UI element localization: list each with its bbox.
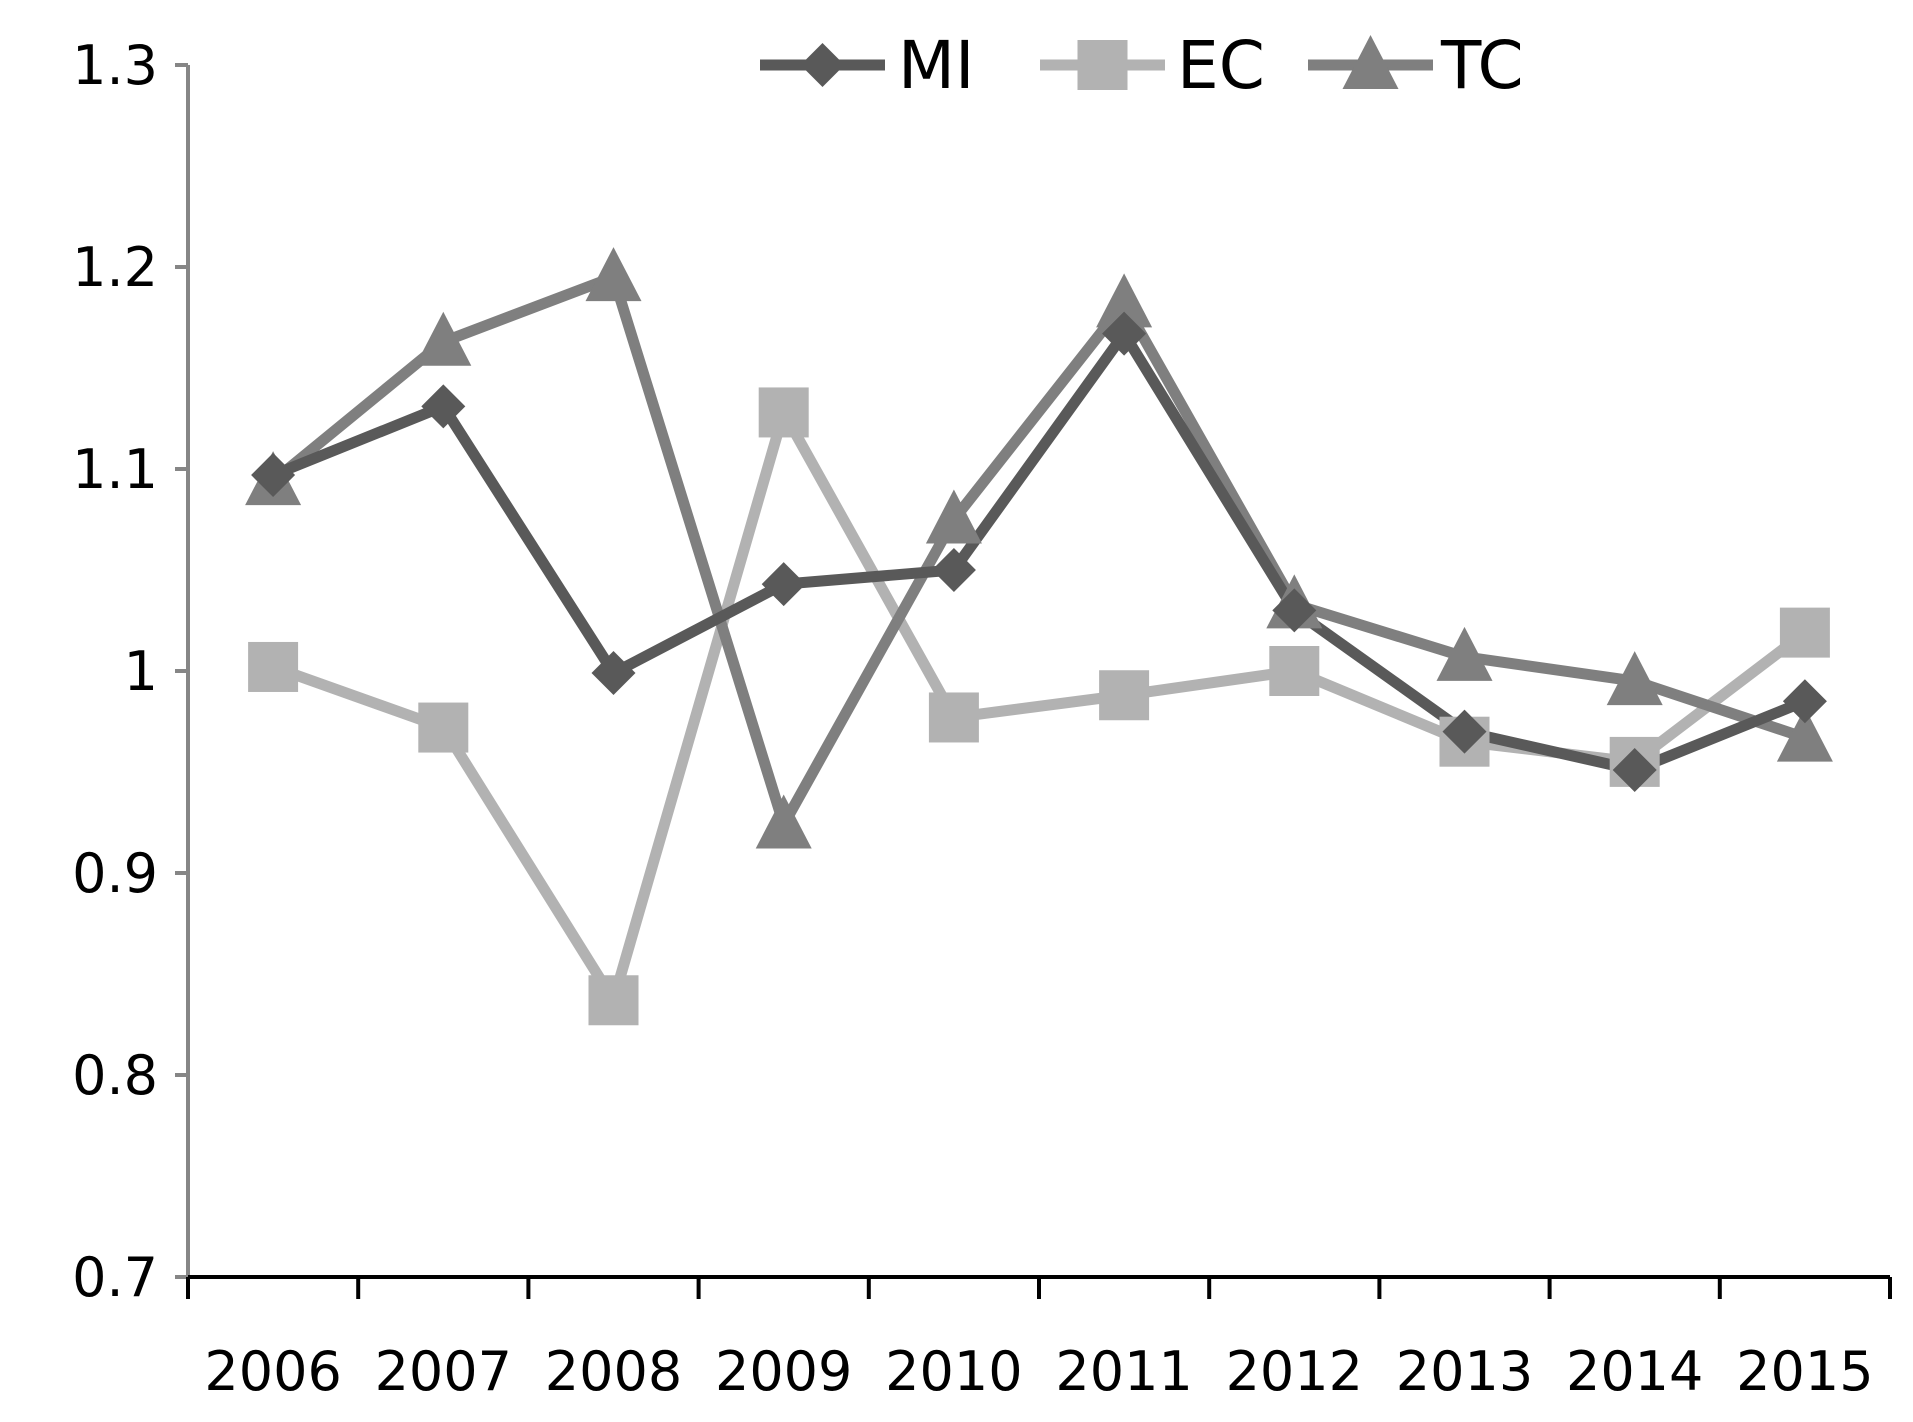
series-mi-markers	[251, 311, 1827, 792]
series-mi-point	[421, 384, 466, 429]
series-tc-line	[269, 271, 1807, 831]
series-mi-point	[1102, 311, 1147, 356]
series-mi-line	[271, 328, 1807, 776]
legend-ec-label: EC	[1177, 27, 1265, 104]
series-ec-point	[758, 387, 809, 438]
y-tick-label: 0.8	[72, 1044, 158, 1107]
legend-ec-marker	[1077, 40, 1128, 90]
series-tc-point	[1436, 626, 1493, 681]
legend-item-mi: MI	[760, 27, 974, 104]
legend-mi-label: MI	[898, 27, 974, 104]
y-tick-label: 0.9	[72, 842, 158, 905]
x-tick-label: 2011	[1055, 1340, 1192, 1403]
series-tc-point	[585, 247, 642, 302]
y-tick-label: 0.7	[72, 1246, 158, 1309]
y-tick-label: 1.3	[72, 34, 158, 97]
x-tick-label: 2014	[1566, 1340, 1703, 1403]
x-tick-label: 2009	[715, 1340, 852, 1403]
series-mi-point	[1782, 679, 1827, 724]
x-tick-label: 2007	[375, 1340, 512, 1403]
legend-tc-label: TC	[1440, 27, 1524, 104]
legend-item-tc: TC	[1308, 27, 1524, 104]
legend-mi-marker	[800, 43, 845, 87]
x-tick-label: 2010	[885, 1340, 1022, 1403]
series-mi-point	[251, 453, 296, 498]
x-tick-label: 2013	[1396, 1340, 1533, 1403]
y-tick-label: 1.1	[72, 438, 158, 501]
series-tc-point	[1776, 707, 1833, 762]
x-tick-label: 2008	[545, 1340, 682, 1403]
x-tick-label: 2006	[204, 1340, 341, 1403]
axes: 0.7 0.8 0.9 1 1.1 1.2 1.3 2006 2007 2008 2009 2010 2…	[72, 34, 1892, 1403]
series-mi-point	[1272, 588, 1317, 633]
series-layer	[245, 247, 1833, 1026]
legend: MI EC TC	[760, 27, 1524, 104]
series-mi-point	[1612, 747, 1657, 792]
series-ec-point	[248, 641, 299, 692]
series-ec-point	[928, 692, 979, 743]
series-tc	[269, 271, 1807, 831]
x-tick-label: 2015	[1736, 1340, 1873, 1403]
y-tick-label: 1.2	[72, 236, 158, 299]
series-ec-point	[418, 702, 469, 753]
series-mi-point	[1442, 709, 1487, 754]
series-tc-point	[755, 794, 812, 849]
series-tc-point	[415, 311, 472, 366]
series-ec-markers	[248, 387, 1830, 1026]
series-ec-point	[588, 975, 639, 1026]
series-mi	[271, 328, 1807, 776]
series-tc-point	[1606, 651, 1663, 706]
y-tick-label: 1	[124, 640, 158, 703]
series-mi-point	[591, 651, 636, 696]
series-ec-point	[1779, 607, 1830, 658]
x-tick-label: 2012	[1226, 1340, 1363, 1403]
series-tc-point	[1096, 273, 1153, 328]
series-tc-point	[925, 489, 982, 544]
legend-item-ec: EC	[1040, 27, 1265, 104]
series-ec-point	[1099, 670, 1150, 721]
series-mi-point	[761, 562, 806, 607]
series-mi-point	[931, 548, 976, 592]
legend-tc-marker	[1342, 35, 1399, 89]
series-ec-point	[1269, 646, 1320, 696]
